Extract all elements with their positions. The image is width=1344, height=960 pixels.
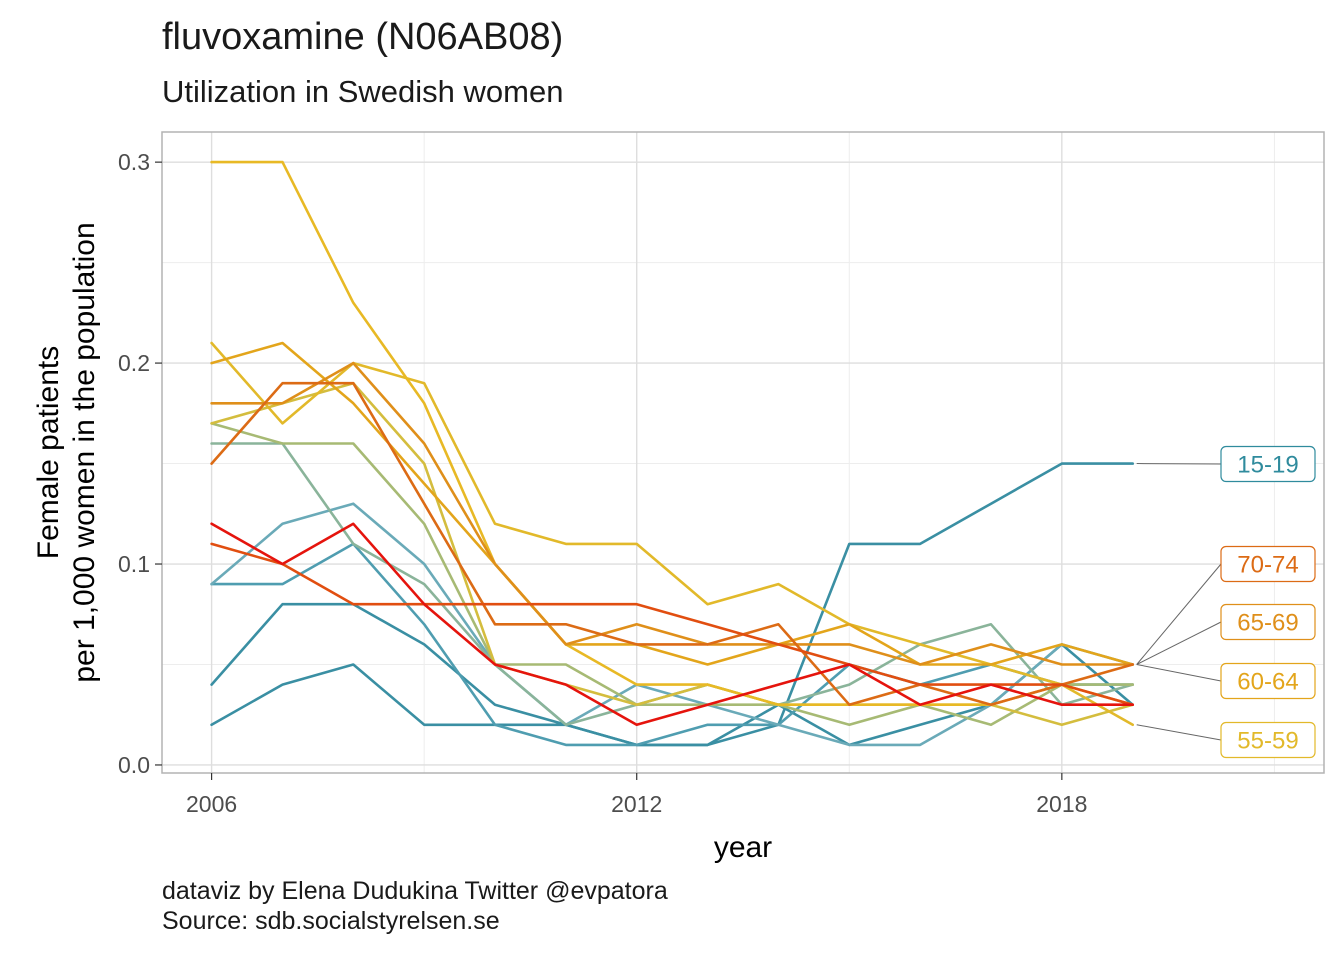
series-line (210, 602, 1134, 747)
series-line (210, 341, 1134, 666)
label-leader-line (1136, 621, 1222, 665)
x-tick-label: 2018 (1036, 791, 1087, 817)
series-line (210, 522, 1134, 727)
chart-caption: dataviz by Elena Dudukina Twitter @evpat… (162, 876, 668, 936)
line-chart: 0.0 0.1 0.2 0.3 2006 2012 2018 15-19 70-74 65-6… (32, 131, 1325, 864)
series-line (210, 160, 1134, 707)
series-labels: 15-19 70-74 65-69 60-64 55-59 (1220, 445, 1316, 759)
label-leader-line (1136, 724, 1222, 741)
label-leader-lines (1136, 463, 1222, 741)
series-label-box (1220, 545, 1316, 583)
series-label: 60-64 (1237, 669, 1298, 696)
y-tick-label: 0.3 (118, 149, 150, 175)
series-label-box (1220, 721, 1316, 759)
label-leader-line (1136, 664, 1222, 682)
series-line (210, 381, 1134, 727)
series-line (210, 341, 1134, 727)
series-line (210, 422, 1134, 727)
x-axis-title: year (714, 831, 772, 864)
caption-source: Source: sdb.socialstyrelsen.se (162, 907, 500, 935)
series-line (210, 361, 1134, 666)
y-tick-label: 0.2 (118, 350, 150, 376)
series-line (210, 442, 1134, 727)
series-label: 55-59 (1237, 728, 1298, 755)
series-label: 70-74 (1237, 552, 1298, 579)
chart-subtitle: Utilization in Swedish women (162, 74, 564, 109)
panel-border (161, 131, 1325, 774)
series-label-box (1220, 603, 1316, 641)
x-axis-ticks: 2006 2012 2018 (186, 773, 1087, 817)
x-tick-label: 2012 (611, 791, 662, 817)
series-label: 15-19 (1237, 452, 1298, 479)
y-axis-ticks: 0.0 0.1 0.2 0.3 (118, 149, 162, 778)
series-lines (210, 160, 1134, 747)
series-label-box (1220, 662, 1316, 700)
y-axis-title-line-2: per 1,000 women in the population (68, 222, 101, 682)
grid-lines (162, 132, 1324, 773)
y-axis-title-line-1: Female patients (32, 346, 65, 559)
label-leader-line (1136, 563, 1222, 665)
caption-credit: dataviz by Elena Dudukina Twitter @evpat… (162, 877, 668, 905)
series-line (210, 542, 1134, 747)
y-axis-title: Female patients per 1,000 women in the p… (32, 222, 101, 682)
y-tick-label: 0.0 (118, 752, 150, 778)
y-tick-label: 0.1 (118, 551, 150, 577)
series-label: 65-69 (1237, 610, 1298, 637)
chart-title: fluvoxamine (N06AB08) (162, 16, 564, 58)
x-tick-label: 2006 (186, 791, 237, 817)
series-line (210, 381, 1134, 707)
series-label-box (1220, 445, 1316, 483)
series-line (210, 542, 1134, 707)
